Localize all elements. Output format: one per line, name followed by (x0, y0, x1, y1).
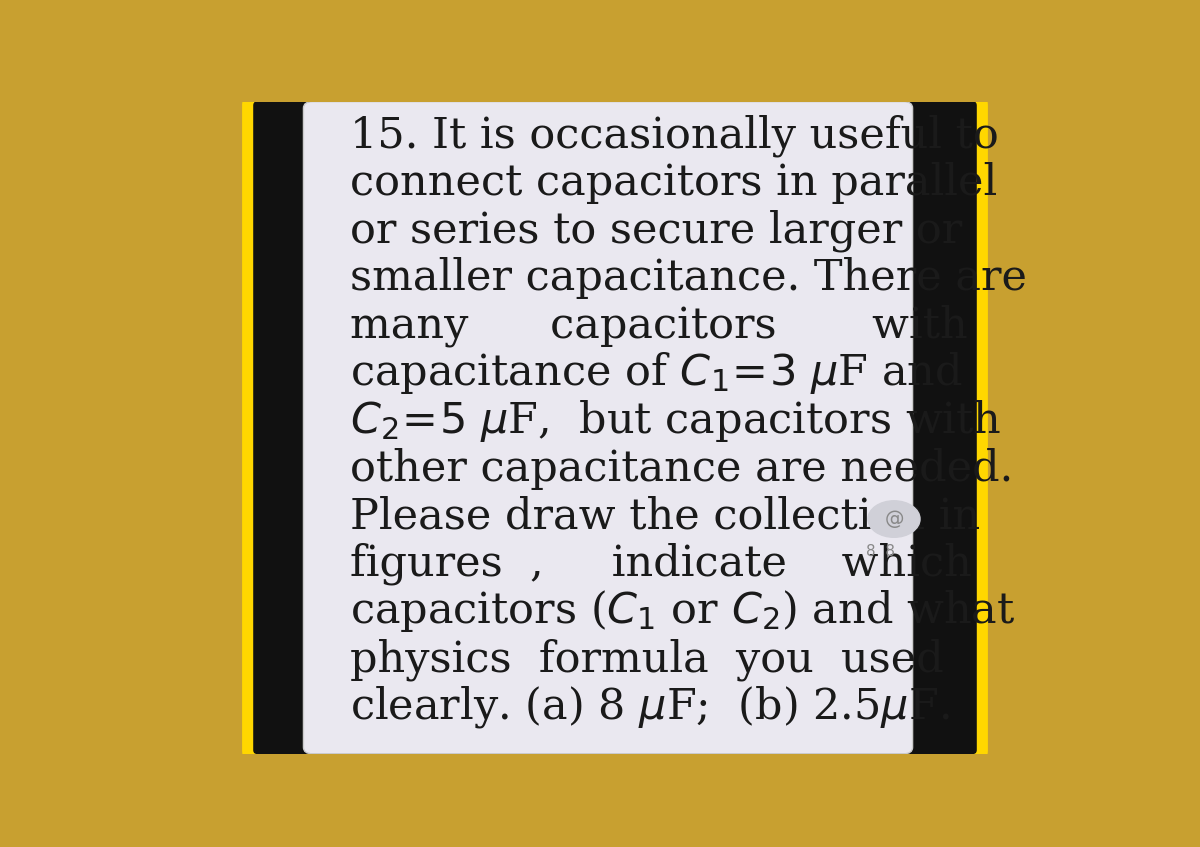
Circle shape (868, 501, 920, 537)
Text: $C_2\!=\!5\ \mu$F,  but capacitors with: $C_2\!=\!5\ \mu$F, but capacitors with (350, 398, 1001, 444)
Text: many      capacitors       with: many capacitors with (350, 305, 967, 347)
Text: smaller capacitance. There are: smaller capacitance. There are (350, 257, 1027, 299)
Text: 15. It is occasionally useful to: 15. It is occasionally useful to (350, 114, 998, 157)
Text: other capacitance are needed.: other capacitance are needed. (350, 447, 1013, 490)
Text: clearly. (a) 8 $\mu$F;  (b) 2.5$\mu$F.: clearly. (a) 8 $\mu$F; (b) 2.5$\mu$F. (350, 684, 949, 730)
Text: capacitors ($C_1$ or $C_2$) and what: capacitors ($C_1$ or $C_2$) and what (350, 589, 1015, 634)
FancyBboxPatch shape (247, 95, 983, 761)
Text: 8  8: 8 8 (865, 544, 894, 559)
Text: capacitance of $C_1\!=\!3\ \mu$F and: capacitance of $C_1\!=\!3\ \mu$F and (350, 351, 962, 396)
Text: figures  ,     indicate    which: figures , indicate which (350, 543, 972, 585)
Text: @: @ (884, 510, 904, 529)
Text: or series to secure larger or: or series to secure larger or (350, 209, 962, 252)
Text: physics  formula  you  used: physics formula you used (350, 638, 943, 680)
Text: connect capacitors in parallel: connect capacitors in parallel (350, 162, 997, 204)
Text: Please draw the collection in: Please draw the collection in (350, 495, 980, 537)
FancyBboxPatch shape (304, 102, 913, 754)
